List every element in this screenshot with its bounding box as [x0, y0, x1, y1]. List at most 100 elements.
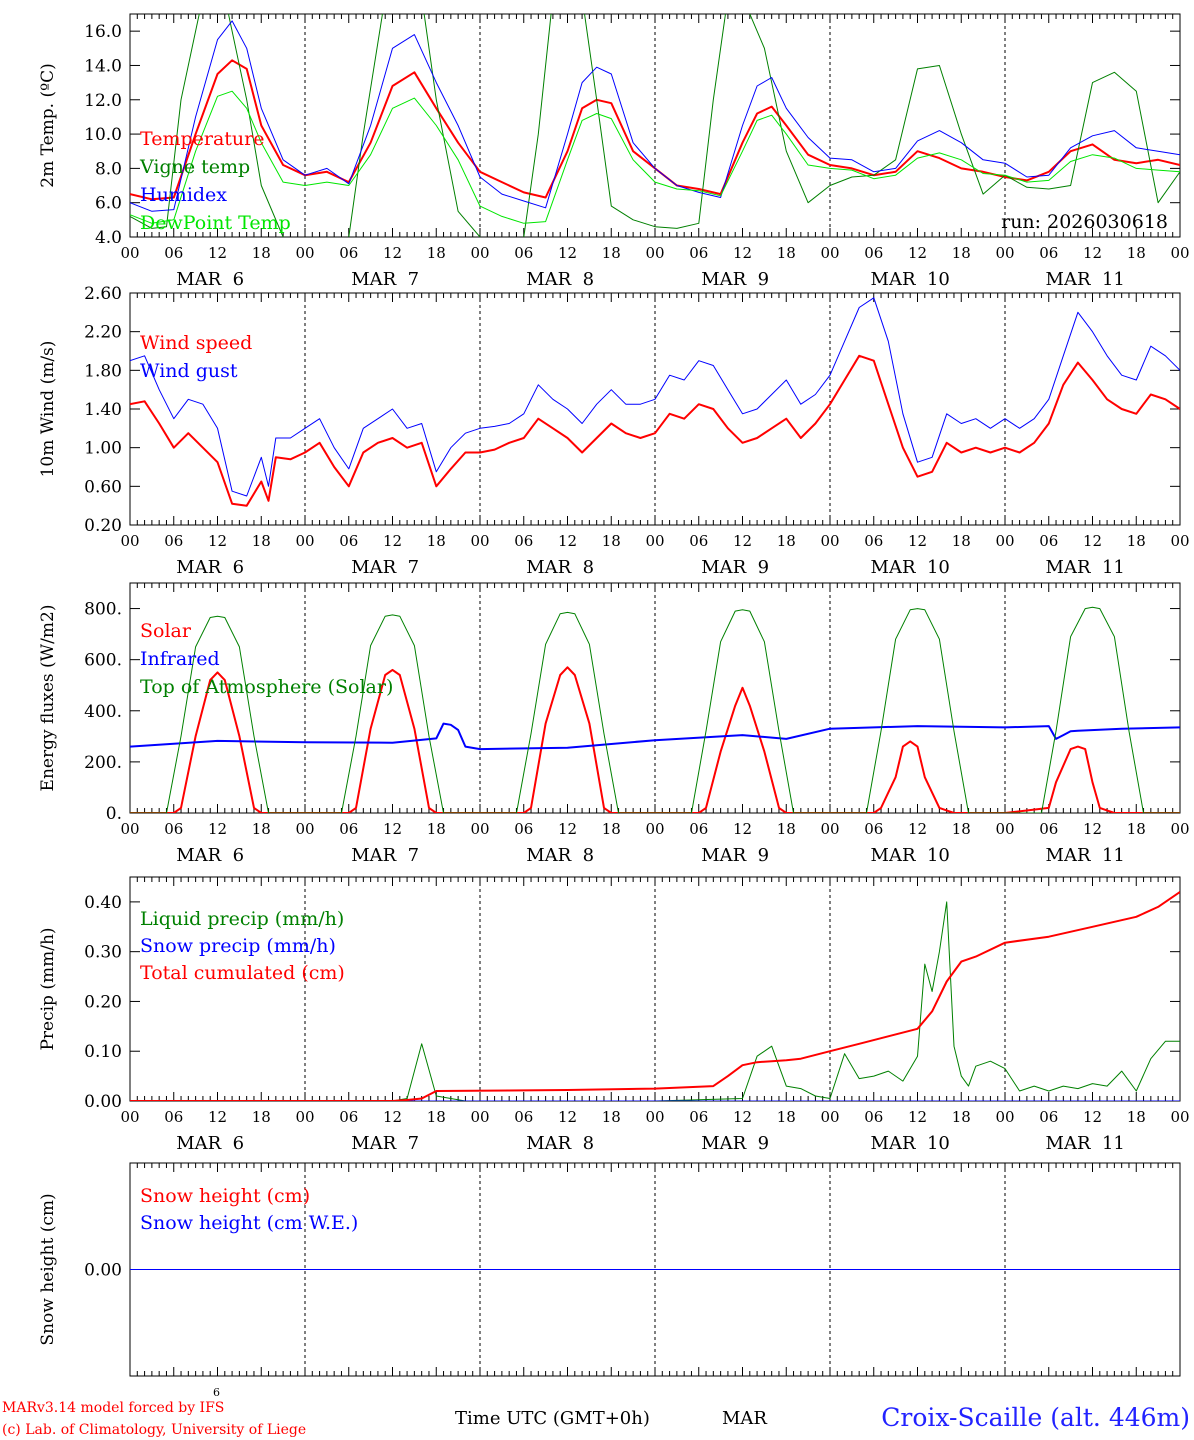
legend-entry: Humidex	[140, 184, 227, 206]
model-credit: MARv3.14 model forced by IFS	[2, 1400, 224, 1416]
x-tick-label: 18	[952, 820, 971, 838]
y-tick-label: 4.0	[95, 228, 122, 248]
legend-entry: Infrared	[140, 648, 220, 670]
x-tick-label: 06	[164, 532, 183, 550]
legend-entry: Vigne temp	[139, 156, 250, 178]
x-tick-label: 06	[164, 244, 183, 262]
day-label: MAR 7	[351, 557, 419, 578]
day-label: MAR 9	[701, 557, 769, 578]
x-tick-label: 00	[645, 244, 664, 262]
x-tick-label: 06	[689, 820, 708, 838]
y-tick-label: 600.	[84, 651, 122, 671]
x-tick-label: 18	[1127, 820, 1146, 838]
day-label: MAR 11	[1046, 1133, 1125, 1154]
y-tick-label: 2.60	[84, 284, 122, 304]
x-tick-label: 06	[1039, 1108, 1058, 1126]
x-tick-label: 12	[383, 532, 402, 550]
series-line-dewpoint-temp	[130, 90, 1180, 224]
x-tick-label: 12	[558, 532, 577, 550]
y-tick-label: 16.0	[84, 22, 122, 42]
x-tick-label: 00	[995, 244, 1014, 262]
series-line-infrared	[130, 722, 1180, 751]
x-tick-label: 00	[1170, 532, 1189, 550]
day-label: MAR 11	[1046, 557, 1125, 578]
y-tick-label: 0.10	[84, 1042, 122, 1062]
legend-entry: Wind gust	[140, 360, 238, 382]
y-tick-label: 10.0	[84, 125, 122, 145]
y-tick-label: 0.30	[84, 943, 122, 963]
y-axis-label: Precip (mm/h)	[38, 927, 58, 1050]
y-tick-label: 12.0	[84, 91, 122, 111]
x-tick-label: 18	[777, 1108, 796, 1126]
x-tick-label: 18	[427, 244, 446, 262]
x-tick-label: 12	[383, 820, 402, 838]
legend-entry: Total cumulated (cm)	[140, 962, 345, 984]
x-tick-label: 18	[252, 244, 271, 262]
x-tick-label: 12	[208, 820, 227, 838]
y-tick-label: 2.20	[84, 323, 122, 343]
x-tick-label: 18	[777, 820, 796, 838]
x-tick-label: 06	[339, 244, 358, 262]
series-line-solar	[130, 666, 1180, 813]
x-tick-label: 00	[995, 820, 1014, 838]
run-annotation: run: 2026030618	[1001, 211, 1168, 233]
x-tick-label: 06	[1039, 244, 1058, 262]
x-tick-label: 00	[470, 532, 489, 550]
day-label: MAR 9	[701, 845, 769, 866]
small-number: 6	[213, 1386, 220, 1399]
day-label: MAR 11	[1046, 269, 1125, 290]
panel-precip: 0.00 0.10 0.20 0.30 0.40 Precip (mm/h) 00 06 12 1…	[38, 876, 1190, 1154]
y-axis-label: Energy fluxes (W/m2)	[38, 605, 58, 792]
day-label: MAR 7	[351, 845, 419, 866]
x-tick-label: 18	[427, 1108, 446, 1126]
x-tick-label: 00	[645, 532, 664, 550]
x-tick-label: 18	[602, 820, 621, 838]
x-tick-label: 00	[120, 244, 139, 262]
x-tick-label: 00	[120, 820, 139, 838]
x-tick-label: 18	[252, 1108, 271, 1126]
panel-snow: 0.00 Snow height (cm) Snow height (cm) Snow…	[38, 1162, 1181, 1377]
x-tick-label: 06	[689, 1108, 708, 1126]
x-tick-label: 06	[339, 1108, 358, 1126]
legend-entry: Temperature	[140, 128, 264, 150]
day-label: MAR 6	[176, 269, 244, 290]
y-tick-label: 14.0	[84, 56, 122, 76]
legend-entry: Top of Atmosphere (Solar)	[140, 676, 393, 698]
x-tick-label: 06	[1039, 532, 1058, 550]
x-tick-label: 00	[470, 820, 489, 838]
x-tick-label: 18	[602, 1108, 621, 1126]
x-tick-label: 06	[1039, 820, 1058, 838]
time-axis-label: Time UTC (GMT+0h)	[455, 1408, 650, 1429]
y-tick-label: 0.20	[84, 516, 122, 536]
y-tick-label: 0.	[106, 804, 122, 824]
x-tick-label: 12	[733, 244, 752, 262]
day-label: MAR 6	[176, 845, 244, 866]
x-tick-label: 12	[908, 820, 927, 838]
legend-entry: Snow height (cm)	[140, 1185, 310, 1207]
x-tick-label: 00	[820, 532, 839, 550]
y-axis-label: Snow height (cm)	[38, 1193, 58, 1345]
x-tick-label: 06	[339, 532, 358, 550]
x-tick-label: 12	[208, 532, 227, 550]
x-tick-label: 12	[558, 244, 577, 262]
day-label: MAR 10	[871, 1133, 950, 1154]
x-tick-label: 06	[514, 1108, 533, 1126]
lab-credit: (c) Lab. of Climatology, University of L…	[2, 1422, 306, 1438]
x-tick-label: 12	[208, 1108, 227, 1126]
x-tick-label: 12	[908, 532, 927, 550]
plot-frame	[129, 13, 1181, 238]
y-tick-label: 6.0	[95, 194, 122, 214]
x-tick-label: 00	[1170, 1108, 1189, 1126]
x-tick-label: 00	[1170, 244, 1189, 262]
day-label: MAR 9	[701, 1133, 769, 1154]
y-tick-label: 8.0	[95, 159, 122, 179]
legend-entry: Snow precip (mm/h)	[140, 935, 336, 957]
x-tick-label: 18	[602, 244, 621, 262]
x-tick-label: 18	[777, 244, 796, 262]
x-tick-label: 06	[514, 820, 533, 838]
x-tick-label: 06	[339, 820, 358, 838]
x-tick-label: 06	[864, 820, 883, 838]
x-tick-label: 12	[383, 1108, 402, 1126]
x-tick-label: 12	[1083, 1108, 1102, 1126]
x-tick-label: 00	[295, 244, 314, 262]
